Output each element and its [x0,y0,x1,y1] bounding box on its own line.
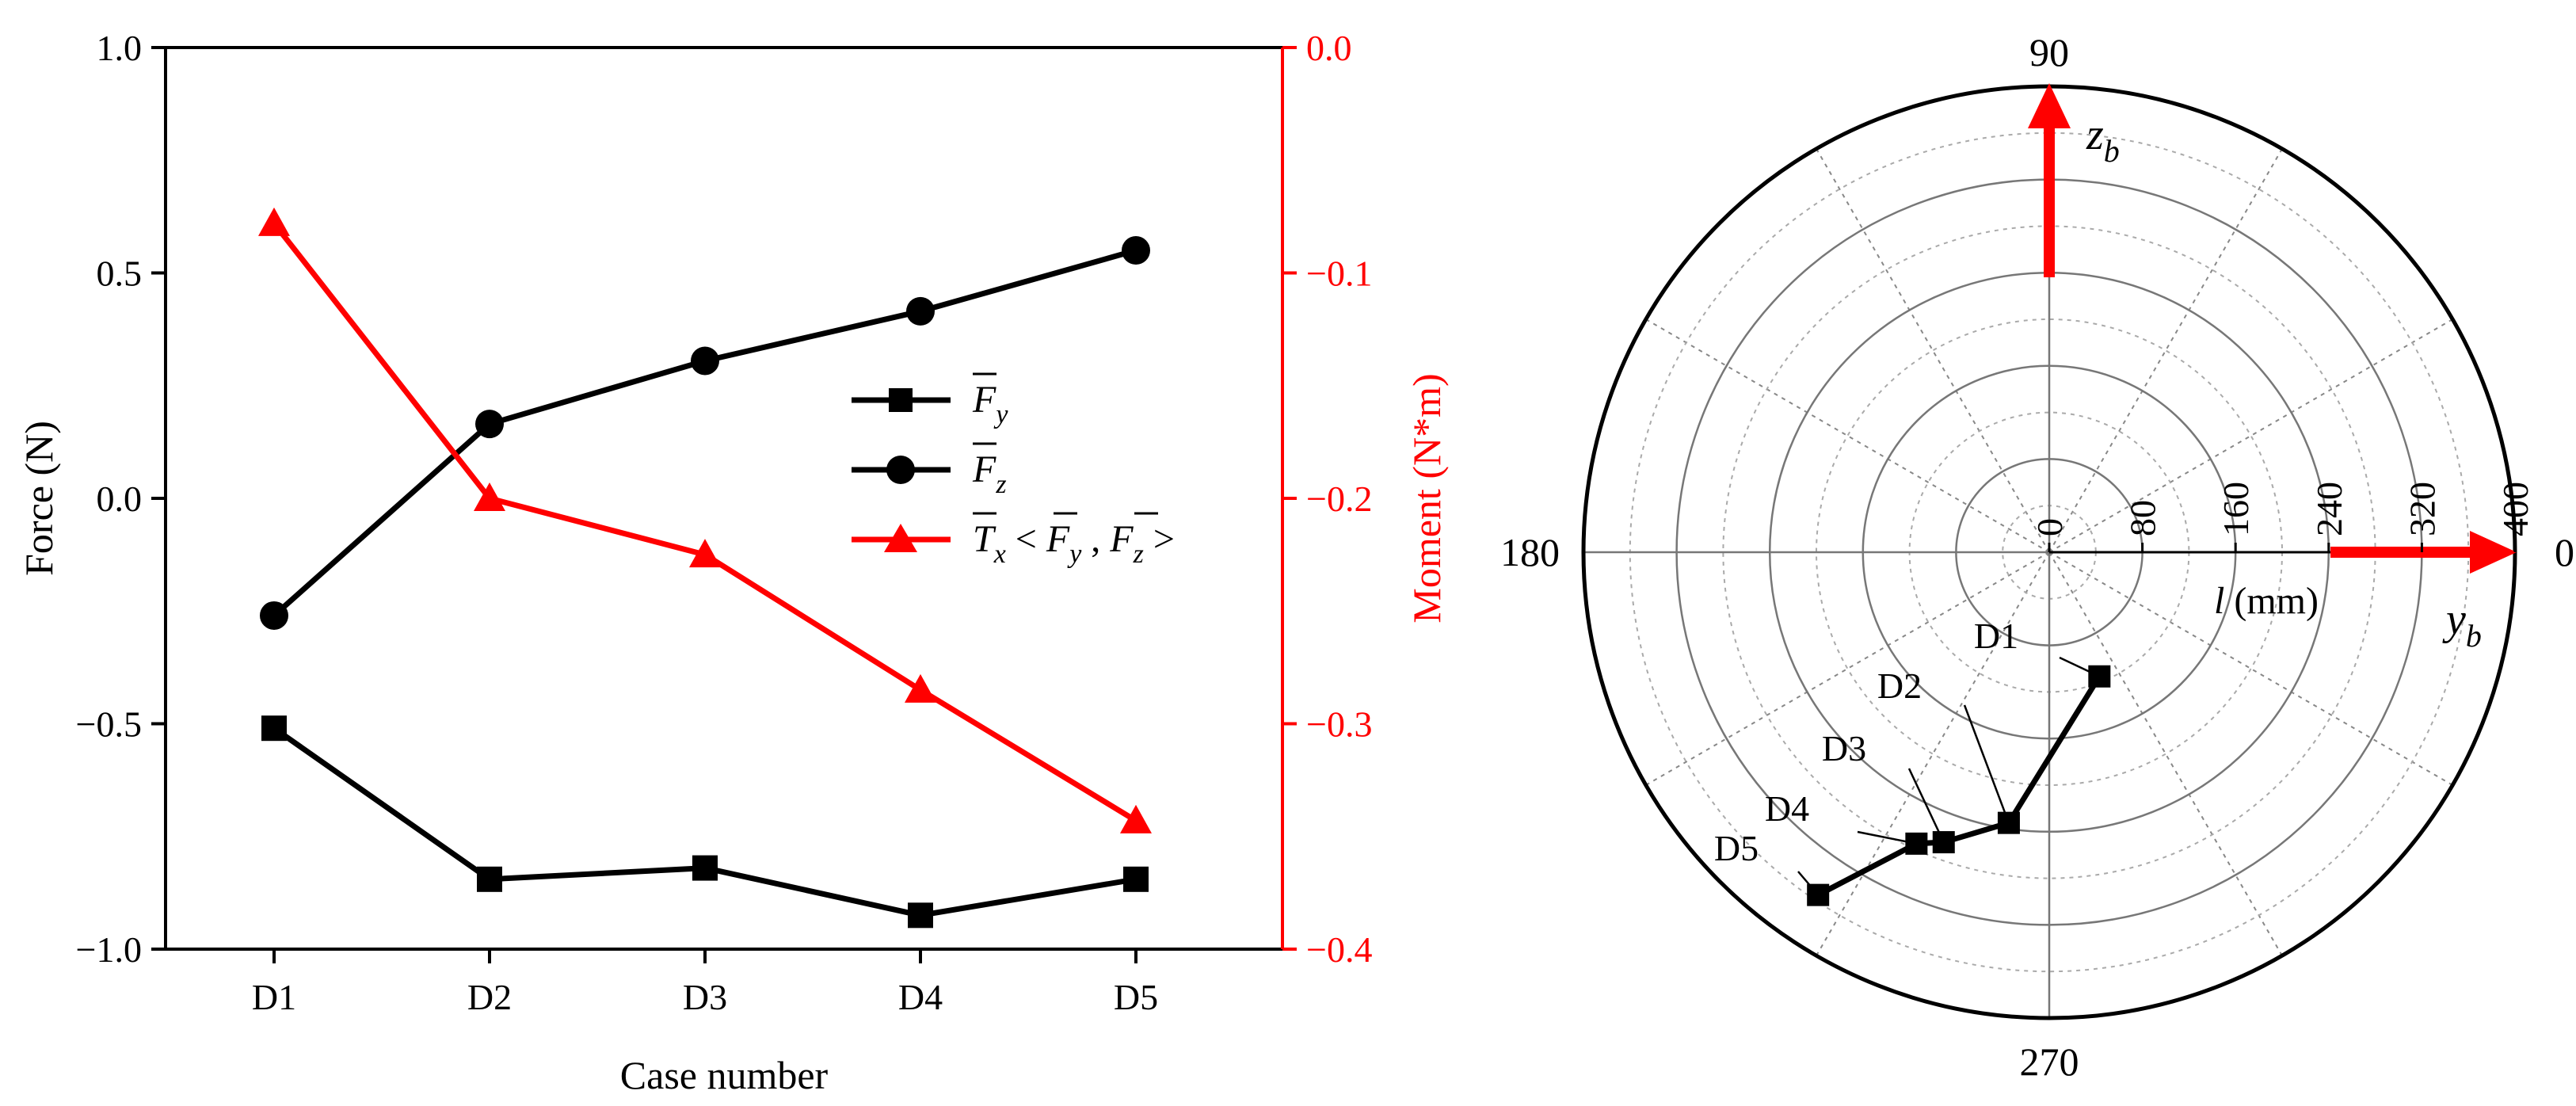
y-tick-label: 1.0 [97,28,143,68]
y-right-tick-label: −0.1 [1306,254,1372,294]
data-point-circle [906,296,935,326]
polar-spoke [1816,148,2050,553]
data-point-triangle [474,482,505,511]
angle-label: 90 [2029,30,2069,74]
y-right-tick-label: −0.2 [1306,479,1372,519]
legend-item-tx: Tx < Fy , Fz > [852,512,1175,569]
radial-tick-label: 160 [2216,482,2256,536]
data-point-square [477,866,502,892]
y-tick-label: 0.0 [97,479,143,519]
y-tick-label: −1.0 [76,929,142,970]
legend-item-fz: Fz [852,442,1007,499]
radial-tick-label: 80 [2123,500,2163,536]
radial-tick-label: 240 [2309,482,2349,536]
yb-axis-label: yb [2442,595,2482,654]
radial-ticks: 0 80 160 240 320 400 [2029,482,2536,552]
legend-label-fy: Fy [972,379,1008,429]
plot-frame [164,46,1284,951]
data-point-triangle [1120,804,1152,833]
zb-axis-arrow [2028,83,2071,277]
point-label: D5 [1714,828,1759,868]
point-label: D1 [1974,616,2018,656]
y-axis-right-label: Moment (N*m) [1404,373,1449,623]
radial-tick-label: 320 [2402,482,2442,536]
point-label: D3 [1822,728,1866,768]
yb-axis-arrow [2330,531,2517,574]
angle-label: 0 [2555,530,2574,574]
zb-axis-label: zb [2086,110,2120,169]
line-chart: 1.0 0.5 0.0 −0.5 −1.0 0.0 −0.1 −0.2 −0.3 −0.4 D1… [17,28,1449,1097]
point-leader-line [1907,768,1945,843]
y-tick-label: 0.5 [97,254,143,294]
x-axis-ticks: D1 D2 D3 D4 D5 [252,949,1158,1017]
point-label: D4 [1765,788,1809,829]
angle-label: 270 [2020,1039,2079,1084]
y-axis-label: Force (N) [17,421,61,576]
point-leader-line [1857,830,1917,845]
left-axis-ticks: 1.0 0.5 0.0 −0.5 −1.0 [76,28,166,970]
data-point-triangle [689,539,721,568]
radial-axis-label: l (mm) [2214,580,2319,622]
y-right-tick-label: 0.0 [1306,28,1352,68]
data-point-triangle [905,673,936,703]
x-tick-label: D2 [467,977,512,1017]
x-tick-label: D3 [683,977,727,1017]
angle-labels: 0 90 180 270 [1500,30,2574,1084]
radial-tick-label: 0 [2029,518,2070,536]
legend: Fy Fz Tx < Fy , Fz > [852,372,1175,569]
y-right-tick-label: −0.4 [1306,929,1372,970]
data-point-square [261,715,287,742]
series-layer [258,207,1152,929]
x-tick-label: D4 [898,977,943,1017]
point-leader-line [1963,704,2010,824]
data-point-circle [260,601,288,630]
x-axis-label: Case number [620,1053,829,1097]
point-label: D2 [1877,666,1922,706]
legend-label-tx: Tx < Fy , Fz > [973,518,1175,569]
point-leader-line [2059,656,2100,677]
data-point-circle [691,346,719,376]
polar-chart: zb yb l (mm) 0 90 180 270 0 80 160 240 320 400 D… [1500,30,2574,1084]
radial-tick-label: 400 [2495,482,2536,536]
legend-item-fy: Fy [852,372,1008,429]
x-tick-label: D5 [1114,977,1158,1017]
right-axis-ticks: 0.0 −0.1 −0.2 −0.3 −0.4 [1281,28,1372,970]
y-right-tick-label: −0.3 [1306,704,1372,745]
data-point-square [908,902,933,929]
y-tick-label: −0.5 [76,704,142,745]
polar-spoke [1645,318,2050,553]
data-point-square [692,855,718,881]
legend-label-fz: Fz [972,448,1007,499]
series-line-0 [272,726,1137,918]
data-point-circle [475,410,504,439]
x-tick-label: D1 [252,977,296,1017]
data-point-triangle [258,207,290,236]
angle-label: 180 [1500,530,1560,574]
point-leader-line [1797,871,1820,896]
data-point-square [1123,866,1149,892]
data-point-circle [1122,236,1150,265]
